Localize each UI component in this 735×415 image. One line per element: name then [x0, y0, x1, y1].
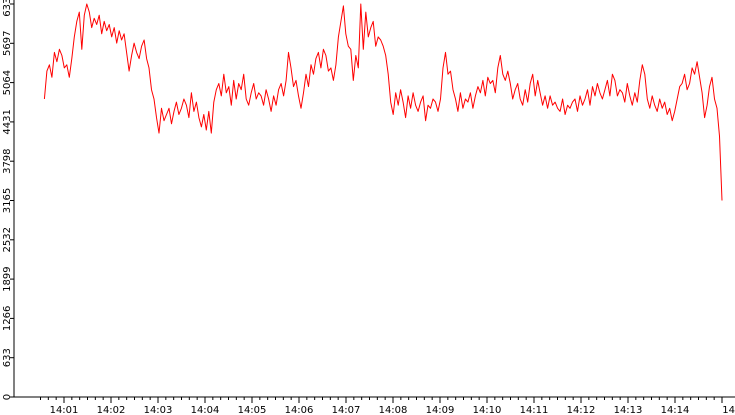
x-tick-label: 14 — [722, 405, 735, 415]
y-tick-label: 1266 — [2, 306, 13, 331]
y-tick-label: 2532 — [2, 227, 13, 252]
y-tick-label: 6330 — [2, 0, 13, 17]
x-tick-label: 14:09 — [426, 405, 455, 415]
y-tick-label: 4431 — [2, 109, 13, 134]
x-tick-label: 14:10 — [473, 405, 502, 415]
x-tick-label: 14:13 — [614, 405, 643, 415]
y-tick-label: 5064 — [2, 70, 13, 95]
x-tick-label: 14:01 — [50, 405, 79, 415]
x-tick-label: 14:04 — [191, 405, 220, 415]
x-tick-label: 14:14 — [661, 405, 690, 415]
y-tick-label: 0 — [2, 394, 13, 400]
x-tick-label: 14:06 — [285, 405, 314, 415]
x-axis: 14:01 14:02 14:03 14:04 14:05 14:06 14:07 14:08… — [14, 396, 735, 415]
x-tick-label: 14:07 — [332, 405, 361, 415]
x-tick-label: 14:11 — [520, 405, 549, 415]
y-tick-label: 3798 — [2, 148, 13, 173]
y-axis: 0 633 1266 1899 2532 3165 3798 4431 5064 5697 6330 — [2, 0, 15, 400]
y-tick-label: 633 — [2, 348, 13, 367]
series-line-0 — [43, 3, 723, 201]
series-layer — [43, 3, 723, 201]
x-tick-label: 14:05 — [238, 405, 267, 415]
x-tick-label: 14:02 — [97, 405, 126, 415]
x-tick-label: 14:03 — [144, 405, 173, 415]
y-tick-label: 5697 — [2, 31, 13, 56]
x-tick-label: 14:12 — [567, 405, 596, 415]
y-tick-label: 3165 — [2, 188, 13, 213]
y-tick-label: 1899 — [2, 266, 13, 291]
x-tick-label: 14:08 — [379, 405, 408, 415]
